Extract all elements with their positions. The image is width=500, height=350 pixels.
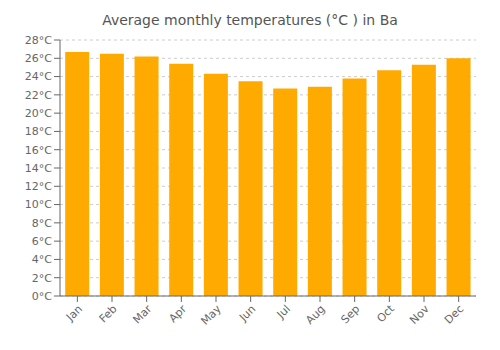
svg-text:Jul: Jul: [274, 302, 293, 321]
svg-text:May: May: [198, 302, 224, 328]
svg-text:Apr: Apr: [166, 302, 189, 325]
svg-text:Feb: Feb: [97, 302, 120, 325]
svg-text:16°C: 16°C: [25, 144, 52, 157]
svg-text:Sep: Sep: [338, 302, 362, 326]
svg-text:26°C: 26°C: [25, 52, 52, 65]
svg-text:12°C: 12°C: [25, 180, 52, 193]
svg-text:Aug: Aug: [303, 302, 327, 326]
svg-text:20°C: 20°C: [25, 107, 52, 120]
svg-text:Dec: Dec: [442, 302, 466, 326]
svg-text:22°C: 22°C: [25, 89, 52, 102]
svg-text:14°C: 14°C: [25, 162, 52, 175]
html-text:Average monthly temperatures (: Average monthly temperatures (°C ) in Ba: [102, 12, 398, 28]
svg-text:8°C: 8°C: [32, 217, 52, 230]
svg-text:24°C: 24°C: [25, 70, 52, 83]
svg-text:Mar: Mar: [130, 302, 154, 326]
svg-text:4°C: 4°C: [32, 253, 52, 266]
svg-text:10°C: 10°C: [25, 198, 52, 211]
svg-text:2°C: 2°C: [32, 272, 52, 285]
svg-text:18°C: 18°C: [25, 125, 52, 138]
svg-text:Jun: Jun: [236, 302, 258, 324]
svg-text:28°C: 28°C: [25, 34, 52, 47]
svg-text:Nov: Nov: [407, 302, 432, 327]
svg-text:Jan: Jan: [63, 302, 85, 324]
svg-text:6°C: 6°C: [32, 235, 52, 248]
svg-text:0°C: 0°C: [32, 290, 52, 303]
svg-text:Oct: Oct: [374, 302, 397, 325]
